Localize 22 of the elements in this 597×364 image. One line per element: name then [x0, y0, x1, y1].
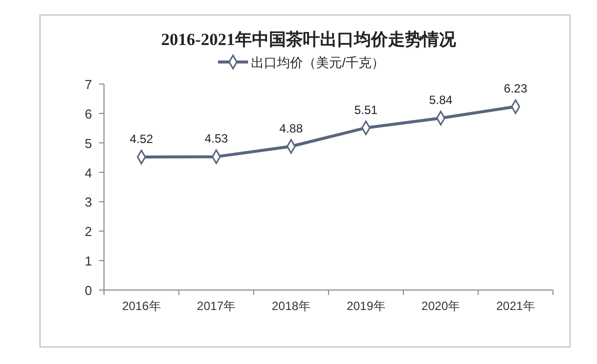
y-tick-label: 3 — [84, 194, 92, 210]
y-tick-label: 4 — [84, 165, 92, 180]
data-label: 4.52 — [130, 132, 154, 146]
y-tick-label: 5 — [84, 136, 92, 151]
x-tick-label: 2016年 — [122, 299, 161, 313]
x-tick-label: 2020年 — [421, 299, 460, 313]
y-tick-label: 0 — [84, 283, 92, 298]
chart-title: 2016-2021年中国茶叶出口均价走势情况 — [161, 30, 457, 49]
x-tick-label: 2021年 — [496, 299, 535, 313]
y-tick-label: 1 — [84, 254, 92, 269]
y-tick-label: 6 — [84, 106, 92, 122]
x-tick-label: 2017年 — [196, 299, 236, 313]
data-label: 4.53 — [204, 132, 228, 146]
data-label: 6.23 — [504, 82, 528, 96]
x-tick-label: 2019年 — [346, 299, 386, 313]
legend-label: 出口均价（美元/千克） — [251, 55, 385, 70]
y-tick-label: 2 — [84, 224, 92, 240]
x-tick-label: 2018年 — [272, 299, 310, 313]
y-tick-label: 7 — [84, 77, 92, 92]
data-label: 5.51 — [354, 102, 378, 117]
data-label: 4.88 — [279, 121, 304, 136]
data-label: 5.84 — [429, 93, 453, 108]
